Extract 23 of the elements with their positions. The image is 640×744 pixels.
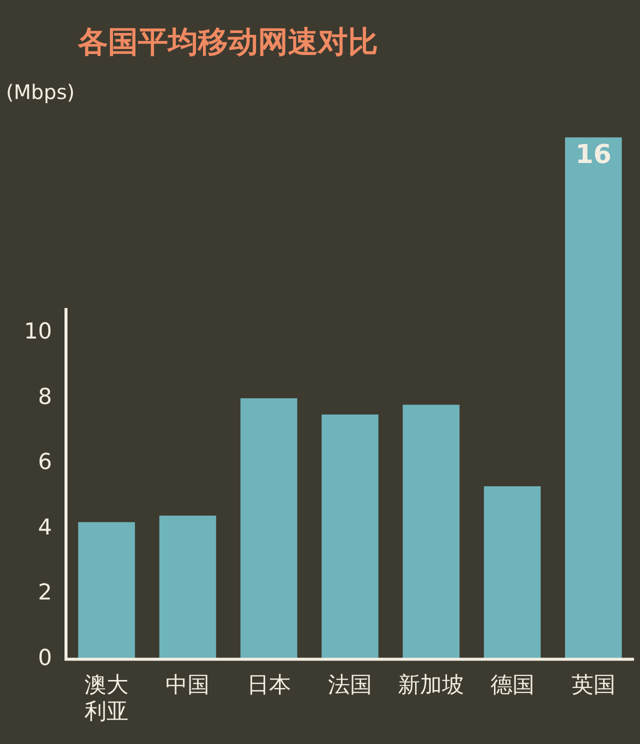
x-tick-label: 新加坡 [398,673,464,698]
chart-title: 各国平均移动网速对比 [78,24,378,62]
bar [565,137,622,660]
bar [240,398,298,660]
data-label: 16 [575,140,612,170]
y-tick-label: 6 [38,450,52,476]
x-tick-label: 中国 [166,673,210,698]
bar [159,516,216,660]
y-tick-label: 8 [38,384,52,410]
y-tick-label: 0 [38,646,52,671]
x-tick-label: 日本 [246,673,291,698]
x-tick-label: 澳大利亚 [84,673,129,725]
bar [402,404,460,660]
bar [78,522,135,660]
y-tick-label: 10 [24,320,52,345]
y-axis-title: (Mbps) [6,80,75,104]
bar [484,486,541,660]
y-tick-label: 2 [38,580,52,606]
bar [322,414,378,660]
x-tick-label: 法国 [328,673,372,698]
x-tick-label: 英国 [571,673,616,698]
x-tick-label: 德国 [490,673,534,698]
y-tick-label: 4 [38,515,52,540]
